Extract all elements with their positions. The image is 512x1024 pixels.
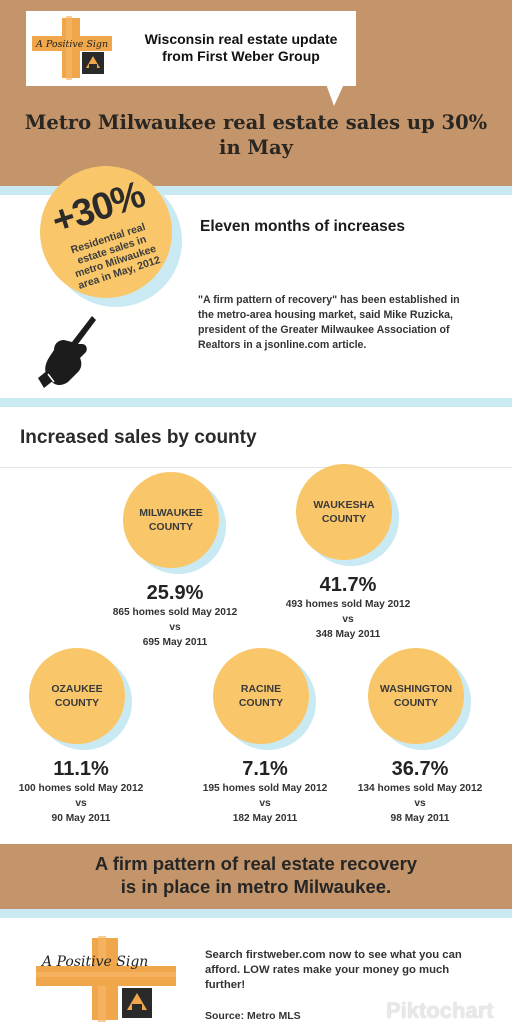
county-section-heading: Increased sales by county — [20, 427, 257, 448]
county-percent: 36.7% — [391, 758, 449, 780]
speech-bubble-tail — [326, 84, 344, 106]
county-percent: 7.1% — [242, 758, 288, 780]
county-vs: vs — [169, 622, 181, 633]
county-vs: vs — [414, 798, 426, 809]
pointing-hand-icon — [38, 316, 96, 388]
section-rule — [0, 467, 512, 468]
county-circle: OZAUKEE COUNTY — [29, 648, 125, 744]
county-circle-wrap: WASHINGTON COUNTY — [368, 648, 472, 752]
county-sold-2012: 493 homes sold May 2012 — [285, 599, 411, 610]
bubble-line-2: from First Weber Group — [162, 48, 320, 64]
county-sold-2012: 100 homes sold May 2012 — [18, 783, 144, 794]
piktochart-watermark: Piktochart — [386, 998, 494, 1023]
county-card: WAUKESHA COUNTY 41.7% 493 homes sold May… — [268, 464, 428, 642]
banner-line-2: is in place in metro Milwaukee. — [120, 876, 392, 897]
recovery-banner: A firm pattern of real estate recovery i… — [10, 852, 502, 898]
county-card: MILWAUKEE COUNTY 25.9% 865 homes sold Ma… — [95, 472, 255, 650]
county-circle-wrap: MILWAUKEE COUNTY — [123, 472, 227, 576]
positive-sign-logo: A Positive Sign — [36, 936, 176, 1022]
county-percent: 11.1% — [53, 758, 109, 780]
county-percent: 25.9% — [146, 582, 204, 604]
logo-text: A Positive Sign — [40, 954, 148, 970]
county-circle: WASHINGTON COUNTY — [368, 648, 464, 744]
recovery-quote: "A firm pattern of recovery" has been es… — [198, 294, 460, 351]
logo-text: A Positive Sign — [35, 39, 108, 50]
county-name: MILWAUKEE COUNTY — [139, 507, 203, 533]
search-cta: Search firstweber.com now to see what yo… — [205, 949, 462, 991]
county-sold-2011: 98 May 2011 — [390, 813, 450, 824]
divider-stripe — [0, 909, 512, 918]
county-vs: vs — [75, 798, 87, 809]
county-circle: RACINE COUNTY — [213, 648, 309, 744]
footer-band — [0, 844, 512, 909]
county-circle-wrap: WAUKESHA COUNTY — [296, 464, 400, 568]
county-sold-2012: 195 homes sold May 2012 — [202, 783, 328, 794]
county-sold-2011: 90 May 2011 — [51, 813, 111, 824]
positive-sign-logo: A Positive Sign — [32, 16, 112, 80]
bubble-line-1: Wisconsin real estate update — [144, 31, 338, 47]
county-sold-2012: 134 homes sold May 2012 — [357, 783, 483, 794]
county-card: OZAUKEE COUNTY 11.1% 100 homes sold May … — [1, 648, 161, 826]
county-circle: WAUKESHA COUNTY — [296, 464, 392, 560]
divider-stripe — [0, 398, 512, 407]
county-name: WASHINGTON COUNTY — [379, 683, 453, 709]
county-circle: MILWAUKEE COUNTY — [123, 472, 219, 568]
county-percent: 41.7% — [319, 574, 377, 596]
county-vs: vs — [259, 798, 271, 809]
headline-line-2: in May — [219, 136, 293, 159]
county-circle-wrap: RACINE COUNTY — [213, 648, 317, 752]
county-card: RACINE COUNTY 7.1% 195 homes sold May 20… — [185, 648, 345, 826]
county-card: WASHINGTON COUNTY 36.7% 134 homes sold M… — [340, 648, 500, 826]
county-vs: vs — [342, 614, 354, 625]
divider-stripe — [0, 186, 512, 195]
county-sold-2011: 695 May 2011 — [142, 637, 208, 648]
headline-line-1: Metro Milwaukee real estate sales up 30% — [24, 111, 488, 134]
county-name: WAUKESHA COUNTY — [313, 499, 375, 525]
increase-heading: Eleven months of increases — [200, 218, 406, 235]
county-sold-2011: 182 May 2011 — [232, 813, 298, 824]
county-name: OZAUKEE COUNTY — [51, 683, 103, 709]
county-circle-wrap: OZAUKEE COUNTY — [29, 648, 133, 752]
county-sold-2012: 865 homes sold May 2012 — [112, 607, 238, 618]
bubble-text: Wisconsin real estate update from First … — [131, 31, 351, 65]
page-headline: Metro Milwaukee real estate sales up 30%… — [10, 110, 502, 160]
county-name: RACINE COUNTY — [238, 683, 284, 709]
county-sold-2011: 348 May 2011 — [315, 629, 381, 640]
banner-line-1: A firm pattern of real estate recovery — [94, 853, 418, 874]
source-note: Source: Metro MLS — [205, 1010, 301, 1022]
